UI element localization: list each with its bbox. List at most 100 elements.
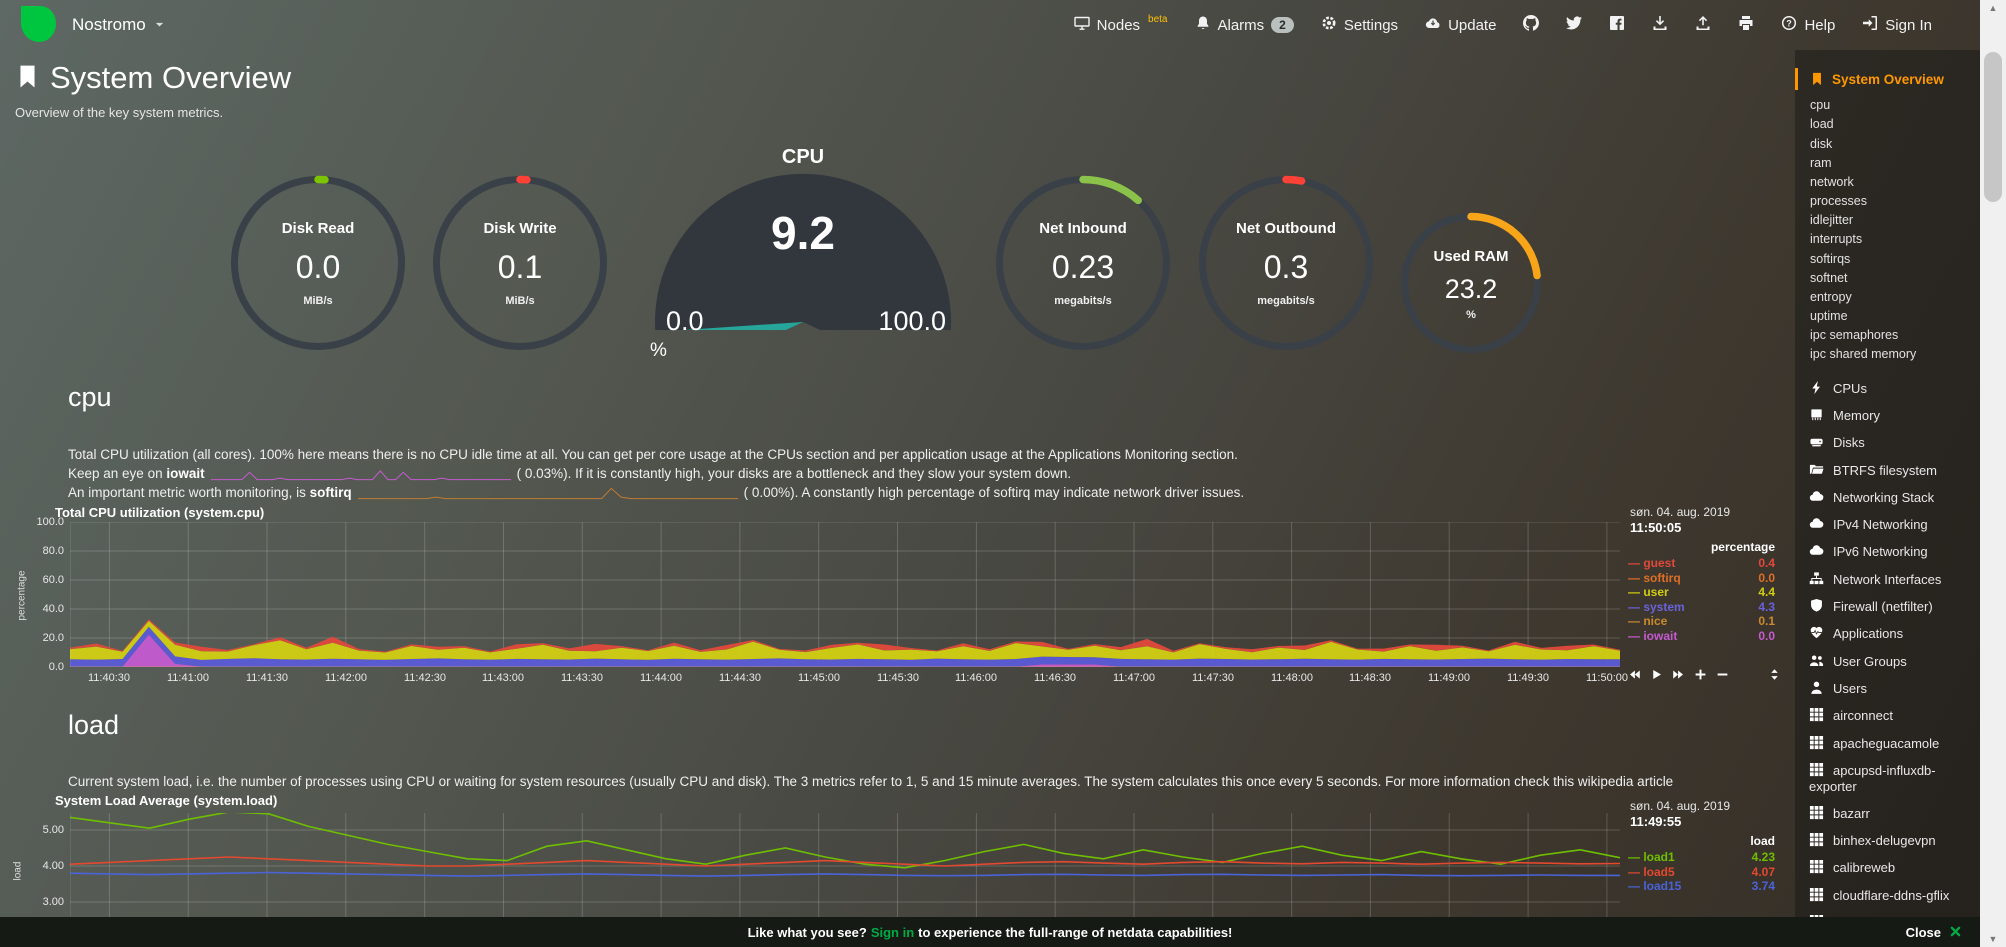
nav-export-snapshot[interactable]	[1652, 15, 1668, 34]
cpu-xtick: 11:44:00	[639, 672, 683, 684]
sidebar-subitem-entropy[interactable]: entropy	[1810, 289, 1852, 304]
sidebar-item-memory[interactable]: Memory	[1795, 402, 1980, 429]
used-ram-ring	[1400, 212, 1542, 354]
load-plot-area[interactable]	[70, 813, 1620, 947]
legend-user[interactable]: — user 4.4	[1628, 585, 1775, 599]
gear-icon	[1321, 15, 1337, 34]
chart-play-icon[interactable]	[1650, 667, 1663, 682]
scrollbar-down-arrow[interactable]: ▼	[1988, 934, 1998, 944]
sidebar-item-user-groups[interactable]: User Groups	[1795, 647, 1980, 674]
sidebar-item-binhex-delugevpn[interactable]: binhex-delugevpn	[1795, 827, 1980, 854]
sidebar-item-firewall-netfilter-[interactable]: Firewall (netfilter)	[1795, 593, 1980, 620]
sidebar-subitem-load[interactable]: load	[1810, 117, 1834, 132]
net-inbound-gauge[interactable]: Net Inbound 0.23 megabits/s	[993, 173, 1173, 353]
net-outbound-ring	[1198, 175, 1374, 351]
nav-update[interactable]: Update	[1425, 15, 1496, 34]
cpu-gauge[interactable]: CPU 9.2 0.0 100.0 %	[650, 146, 956, 363]
sidebar-subitem-softnet[interactable]: softnet	[1810, 270, 1848, 285]
banner-close-button[interactable]: Close	[1906, 925, 1962, 940]
legend-load5[interactable]: — load5 4.07	[1628, 864, 1775, 879]
legend-softirq[interactable]: — softirq 0.0	[1628, 570, 1775, 585]
sidebar-subitem-softirqs[interactable]: softirqs	[1810, 251, 1851, 266]
legend-iowait[interactable]: — iowait 0.0	[1628, 628, 1775, 643]
cpu-xtick: 11:43:30	[560, 672, 604, 684]
cpu-plot-area[interactable]	[70, 522, 1620, 667]
cpu-ytick: 40.0	[42, 603, 64, 615]
users-icon	[1809, 653, 1824, 670]
signin-icon	[1862, 15, 1878, 34]
sidebar-item-users[interactable]: Users	[1795, 675, 1980, 702]
scrollbar-up-arrow[interactable]: ▲	[1988, 3, 1998, 13]
sidebar-item-cpus[interactable]: CPUs	[1795, 374, 1980, 401]
sidebar-item-bazarr[interactable]: bazarr	[1795, 799, 1980, 826]
scrollbar-thumb[interactable]	[1984, 52, 2002, 202]
sidebar-subitem-interrupts[interactable]: interrupts	[1810, 232, 1863, 247]
sidebar-item-cloudflare-ddns-tr[interactable]: cloudflare-ddns-tr	[1795, 909, 1980, 917]
nav-alarms[interactable]: Alarms 2	[1195, 15, 1294, 34]
sidebar-item-ipv4-networking[interactable]: IPv4 Networking	[1795, 511, 1980, 538]
banner-signin-link[interactable]: Sign in	[870, 924, 915, 940]
sidebar-item-btrfs-filesystem[interactable]: BTRFS filesystem	[1795, 456, 1980, 483]
sidebar-subitem-ipc-shared-memory[interactable]: ipc shared memory	[1810, 347, 1917, 362]
sidebar-item-applications[interactable]: Applications	[1795, 620, 1980, 647]
cpu-desc-2: Keep an eye on iowait( 0.03%). If it is …	[68, 466, 1072, 481]
hostname-menu[interactable]: Nostromo	[72, 15, 166, 35]
net-outbound-gauge[interactable]: Net Outbound 0.3 megabits/s	[1196, 173, 1376, 353]
memory-icon	[1809, 407, 1824, 424]
nav-help[interactable]: ? Help	[1781, 15, 1835, 34]
svg-text:?: ?	[1787, 19, 1793, 29]
nav-facebook[interactable]	[1609, 15, 1625, 34]
chart-resize-icon[interactable]	[1768, 667, 1781, 682]
legend-load15[interactable]: — load15 3.74	[1628, 879, 1775, 893]
sidebar-subitem-processes[interactable]: processes	[1810, 194, 1867, 209]
legend-load1[interactable]: — load1 4.23	[1628, 850, 1775, 864]
sidebar-subitem-disk[interactable]: disk	[1810, 136, 1833, 151]
cpu-xtick: 11:47:30	[1191, 672, 1235, 684]
hostname-label: Nostromo	[72, 15, 146, 34]
chart-zoomout-icon[interactable]	[1716, 667, 1729, 682]
page-scrollbar[interactable]: ▲ ▼	[1980, 0, 2006, 947]
sidebar-subitem-uptime[interactable]: uptime	[1810, 309, 1848, 324]
cpu-ytick: 80.0	[42, 545, 64, 557]
sitemap-icon	[1809, 571, 1824, 588]
sidebar-item-system-overview[interactable]: System Overview	[1795, 68, 1980, 90]
page-header: System Overview Overview of the key syst…	[15, 60, 291, 120]
legend-guest[interactable]: — guest 0.4	[1628, 556, 1775, 570]
cpu-xtick: 11:44:30	[718, 672, 762, 684]
nav-print[interactable]	[1738, 15, 1754, 34]
cpu-xtick: 11:48:30	[1348, 672, 1392, 684]
sidebar-subitem-cpu[interactable]: cpu	[1810, 98, 1831, 113]
cpu-chart: Total CPU utilization (system.cpu) søn. …	[30, 505, 1778, 691]
grid-icon	[1809, 832, 1824, 849]
sidebar-subitem-idlejitter[interactable]: idlejitter	[1810, 213, 1854, 228]
sidebar-subitem-network[interactable]: network	[1810, 174, 1854, 189]
disk-write-gauge[interactable]: Disk Write 0.1 MiB/s	[430, 173, 610, 353]
sidebar-item-calibreweb[interactable]: calibreweb	[1795, 854, 1980, 881]
legend-system[interactable]: — system 4.3	[1628, 599, 1775, 614]
sidebar-item-apcupsd-influxdb-exporter[interactable]: apcupsd-influxdb-exporter	[1809, 762, 1936, 794]
used-ram-gauge[interactable]: Used RAM 23.2 %	[1398, 210, 1544, 356]
cpu-xtick: 11:45:30	[876, 672, 920, 684]
used-ram-value: 23.2	[1444, 274, 1498, 305]
legend-nice[interactable]: — nice 0.1	[1628, 614, 1775, 628]
sidebar-item-networking-stack[interactable]: Networking Stack	[1795, 484, 1980, 511]
bell-icon	[1195, 15, 1211, 34]
sidebar-subitem-ram[interactable]: ram	[1810, 155, 1832, 170]
sidebar-item-disks[interactable]: Disks	[1795, 429, 1980, 456]
sidebar-item-network-interfaces[interactable]: Network Interfaces	[1795, 565, 1980, 592]
disk-read-gauge[interactable]: Disk Read 0.0 MiB/s	[228, 173, 408, 353]
chart-rewind-icon[interactable]	[1628, 667, 1641, 682]
nav-settings[interactable]: Settings	[1321, 15, 1398, 34]
nav-import-snapshot[interactable]	[1695, 15, 1711, 34]
sidebar-item-apacheguacamole[interactable]: apacheguacamole	[1795, 729, 1980, 756]
sidebar-item-airconnect[interactable]: airconnect	[1795, 702, 1980, 729]
sidebar-item-ipv6-networking[interactable]: IPv6 Networking	[1795, 538, 1980, 565]
nav-github[interactable]	[1523, 15, 1540, 34]
sidebar-subitem-ipc-semaphores[interactable]: ipc semaphores	[1810, 328, 1899, 343]
chart-zoomin-icon[interactable]	[1694, 667, 1707, 682]
nav-nodes[interactable]: Nodes beta	[1073, 14, 1168, 34]
nav-twitter[interactable]	[1566, 15, 1583, 34]
nav-signin[interactable]: Sign In	[1862, 15, 1932, 34]
sidebar-item-cloudflare-ddns-gflix[interactable]: cloudflare-ddns-gflix	[1795, 881, 1980, 908]
chart-fastforward-icon[interactable]	[1672, 667, 1685, 682]
